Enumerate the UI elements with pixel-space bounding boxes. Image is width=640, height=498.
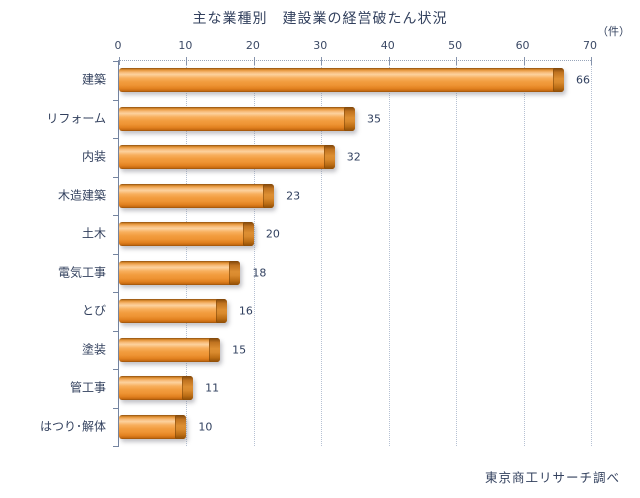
category-label-電気工事: 電気工事 [57, 265, 106, 280]
x-tick-label-0: 0 [114, 39, 122, 52]
bar-end-cap [182, 376, 194, 401]
source-credit: 東京商工リサーチ調べ [484, 470, 620, 485]
x-tick-label-50: 50 [448, 39, 463, 52]
bar-end-cap [229, 260, 241, 285]
value-label-建築: 66 [576, 73, 591, 87]
y-tick [113, 176, 119, 178]
y-tick [113, 253, 119, 255]
value-label-管工事: 11 [205, 381, 220, 395]
category-label-管工事: 管工事 [69, 380, 106, 395]
bar-end-cap [215, 299, 227, 324]
category-label-とび: とび [81, 303, 106, 318]
gridline-10 [186, 61, 188, 446]
bar-内装 [119, 145, 335, 170]
bar-end-cap [344, 106, 355, 131]
bar-end-cap [323, 145, 335, 170]
chart-title: 主な業種別 建設業の経営破たん状況 [192, 11, 448, 27]
category-label-建築: 建築 [81, 72, 106, 87]
category-label-リフォーム: リフォーム [46, 111, 106, 126]
value-label-内装: 32 [346, 150, 361, 164]
x-tick-40 [388, 57, 390, 65]
bar-end-cap [242, 222, 254, 247]
x-tick-label-30: 30 [313, 39, 328, 52]
gridline-40 [388, 61, 390, 446]
x-tick-label-20: 20 [245, 39, 260, 52]
y-tick [113, 138, 119, 139]
gridline-70 [591, 61, 592, 446]
x-tick-60 [523, 57, 525, 65]
bar-木造建築 [119, 183, 275, 208]
x-tick-label-70: 70 [583, 39, 597, 52]
category-label-土木: 土木 [81, 226, 106, 241]
gridline-60 [523, 61, 525, 446]
value-label-塗装: 15 [232, 343, 247, 357]
category-label-塗装: 塗装 [81, 342, 106, 357]
value-label-はつり･解体: 10 [198, 420, 213, 434]
bar-end-cap [209, 337, 221, 362]
gridline-20 [253, 61, 255, 446]
x-tick-70 [591, 57, 592, 65]
x-tick-30 [321, 57, 323, 65]
category-label-木造建築: 木造建築 [57, 188, 106, 203]
y-tick [113, 369, 119, 370]
y-tick [113, 61, 119, 62]
gridline-30 [321, 61, 323, 446]
x-tick-50 [456, 57, 458, 65]
y-tick [113, 330, 119, 332]
bar-電気工事 [119, 260, 241, 285]
bar-建築 [119, 68, 565, 93]
bar-はつり･解体 [119, 414, 187, 439]
gridline-50 [456, 61, 458, 446]
x-tick-label-40: 40 [380, 39, 395, 52]
category-axis: 建築リフォーム内装木造建築土木電気工事とび塗装管工事はつり･解体 [0, 60, 112, 445]
x-tick-label-60: 60 [515, 39, 530, 52]
x-tick-20 [253, 57, 255, 65]
y-tick [113, 407, 119, 409]
value-label-リフォーム: 35 [367, 112, 381, 126]
bar-リフォーム [119, 106, 355, 131]
x-axis: 0 10 20 30 40 50 60 70 [114, 39, 598, 53]
axis-unit-label: （件） [597, 25, 630, 38]
y-tick [113, 446, 119, 447]
x-tick-label-10: 10 [178, 39, 193, 52]
value-label-とび: 16 [238, 304, 253, 318]
bar-塗装 [119, 337, 221, 362]
category-label-内装: 内装 [81, 149, 106, 164]
value-label-土木: 20 [265, 227, 280, 241]
plot-area: 66 35 32 23 20 18 16 15 11 10 [113, 57, 592, 447]
y-tick [113, 215, 119, 216]
bar-end-cap [553, 68, 565, 93]
bar-管工事 [119, 376, 194, 401]
bar-end-cap [175, 414, 187, 439]
x-tick-0 [119, 57, 120, 65]
x-tick-10 [186, 57, 188, 65]
y-tick [113, 99, 119, 101]
bar-end-cap [263, 183, 275, 208]
category-label-はつり･解体: はつり･解体 [39, 419, 106, 434]
value-label-電気工事: 18 [252, 266, 267, 280]
bar-土木 [119, 222, 254, 247]
value-label-木造建築: 23 [286, 189, 301, 203]
y-tick [113, 292, 119, 293]
bar-とび [119, 299, 227, 324]
